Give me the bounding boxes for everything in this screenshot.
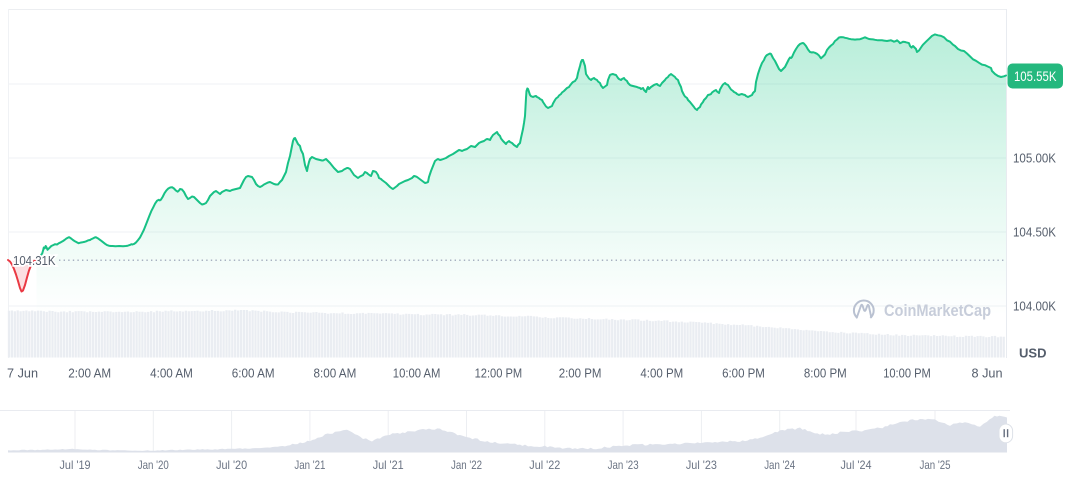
svg-text:Jan '24: Jan '24 [764, 458, 795, 472]
svg-text:105.00K: 105.00K [1013, 151, 1056, 166]
svg-text:8:00 PM: 8:00 PM [804, 366, 847, 381]
svg-text:6:00 AM: 6:00 AM [232, 366, 275, 381]
svg-text:104.31K: 104.31K [13, 253, 56, 268]
svg-text:Jan '21: Jan '21 [294, 458, 325, 472]
svg-text:Jul '19: Jul '19 [60, 458, 91, 472]
svg-text:10:00 PM: 10:00 PM [883, 366, 931, 381]
svg-text:Jan '23: Jan '23 [608, 458, 639, 472]
svg-text:Jul '24: Jul '24 [841, 458, 872, 472]
svg-text:10:00 AM: 10:00 AM [393, 366, 441, 381]
svg-text:CoinMarketCap: CoinMarketCap [884, 302, 991, 320]
svg-text:12:00 PM: 12:00 PM [475, 366, 523, 381]
svg-text:105.55K: 105.55K [1014, 68, 1057, 84]
svg-text:2:00 PM: 2:00 PM [559, 366, 602, 381]
svg-text:Jul '23: Jul '23 [686, 458, 717, 472]
svg-text:7 Jun: 7 Jun [7, 366, 38, 381]
svg-text:6:00 PM: 6:00 PM [722, 366, 765, 381]
svg-text:Jan '20: Jan '20 [138, 458, 169, 472]
svg-text:8 Jun: 8 Jun [972, 366, 1003, 381]
svg-text:4:00 PM: 4:00 PM [640, 366, 683, 381]
svg-text:USD: USD [1019, 346, 1047, 361]
svg-text:Jul '21: Jul '21 [373, 458, 404, 472]
svg-text:4:00 AM: 4:00 AM [150, 366, 193, 381]
svg-text:Jul '22: Jul '22 [529, 458, 560, 472]
svg-text:Jan '22: Jan '22 [451, 458, 482, 472]
svg-text:Jul '20: Jul '20 [216, 458, 247, 472]
svg-text:104.00K: 104.00K [1013, 299, 1056, 314]
svg-text:104.50K: 104.50K [1013, 225, 1056, 240]
svg-text:8:00 AM: 8:00 AM [314, 366, 357, 381]
svg-text:Jan '25: Jan '25 [920, 458, 951, 472]
svg-text:2:00 AM: 2:00 AM [68, 366, 111, 381]
